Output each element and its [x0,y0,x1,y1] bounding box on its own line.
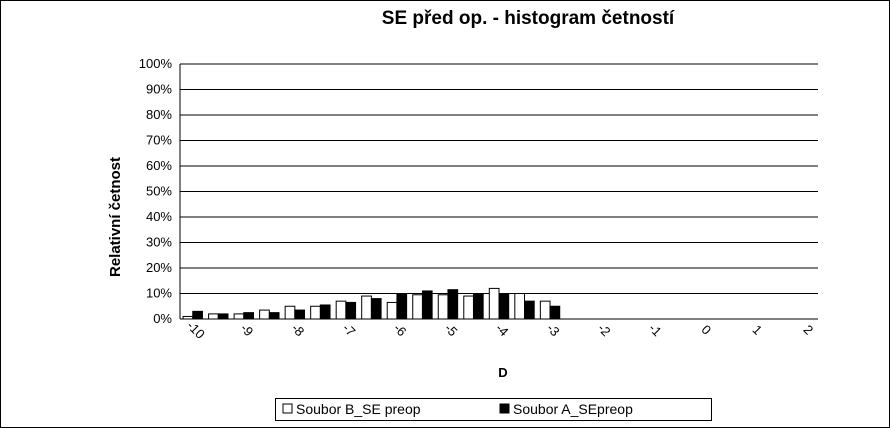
y-tick-label: 50% [146,184,172,199]
y-tick-label: 80% [146,107,172,122]
bar [345,301,357,320]
bar [294,309,306,320]
y-tick-label: 70% [146,133,172,148]
bar [310,305,321,320]
bar [447,289,459,320]
y-tick-label: 10% [146,286,172,301]
bar [396,293,408,320]
legend-box [275,398,712,421]
bar [539,300,551,320]
bar [319,304,331,320]
bar [421,290,433,320]
bar [370,298,382,320]
bar [284,305,296,320]
y-tick-label: 40% [146,209,172,224]
legend-label: Soubor B_SE preop [296,401,421,417]
bar [233,313,245,320]
bar [217,313,229,320]
legend-swatch [282,403,293,414]
bar [524,300,535,320]
bar [243,312,254,320]
bar [386,301,398,320]
y-tick-label: 0% [153,311,172,326]
legend-swatch [499,403,510,414]
bar [498,293,510,320]
y-axis-label: Relativní četnost [107,157,124,277]
chart-title: SE před op. - histogram četností [382,8,675,29]
bar [514,293,526,320]
bar [472,293,484,320]
bar [335,300,347,320]
y-tick-label: 60% [146,158,172,173]
bar [463,295,474,320]
bar [208,313,219,320]
bar [268,312,280,320]
bar [549,305,561,320]
x-axis-label: D [498,365,507,380]
legend-label: Soubor A_SEpreop [513,401,633,417]
bar [412,294,423,320]
bar [259,309,270,320]
bar [192,310,203,320]
bar [437,294,449,320]
y-tick-label: 90% [146,82,172,97]
bar [488,287,500,320]
bar [361,295,372,320]
y-tick-label: 100% [139,56,173,71]
y-tick-label: 20% [146,260,172,275]
y-tick-label: 30% [146,235,172,250]
